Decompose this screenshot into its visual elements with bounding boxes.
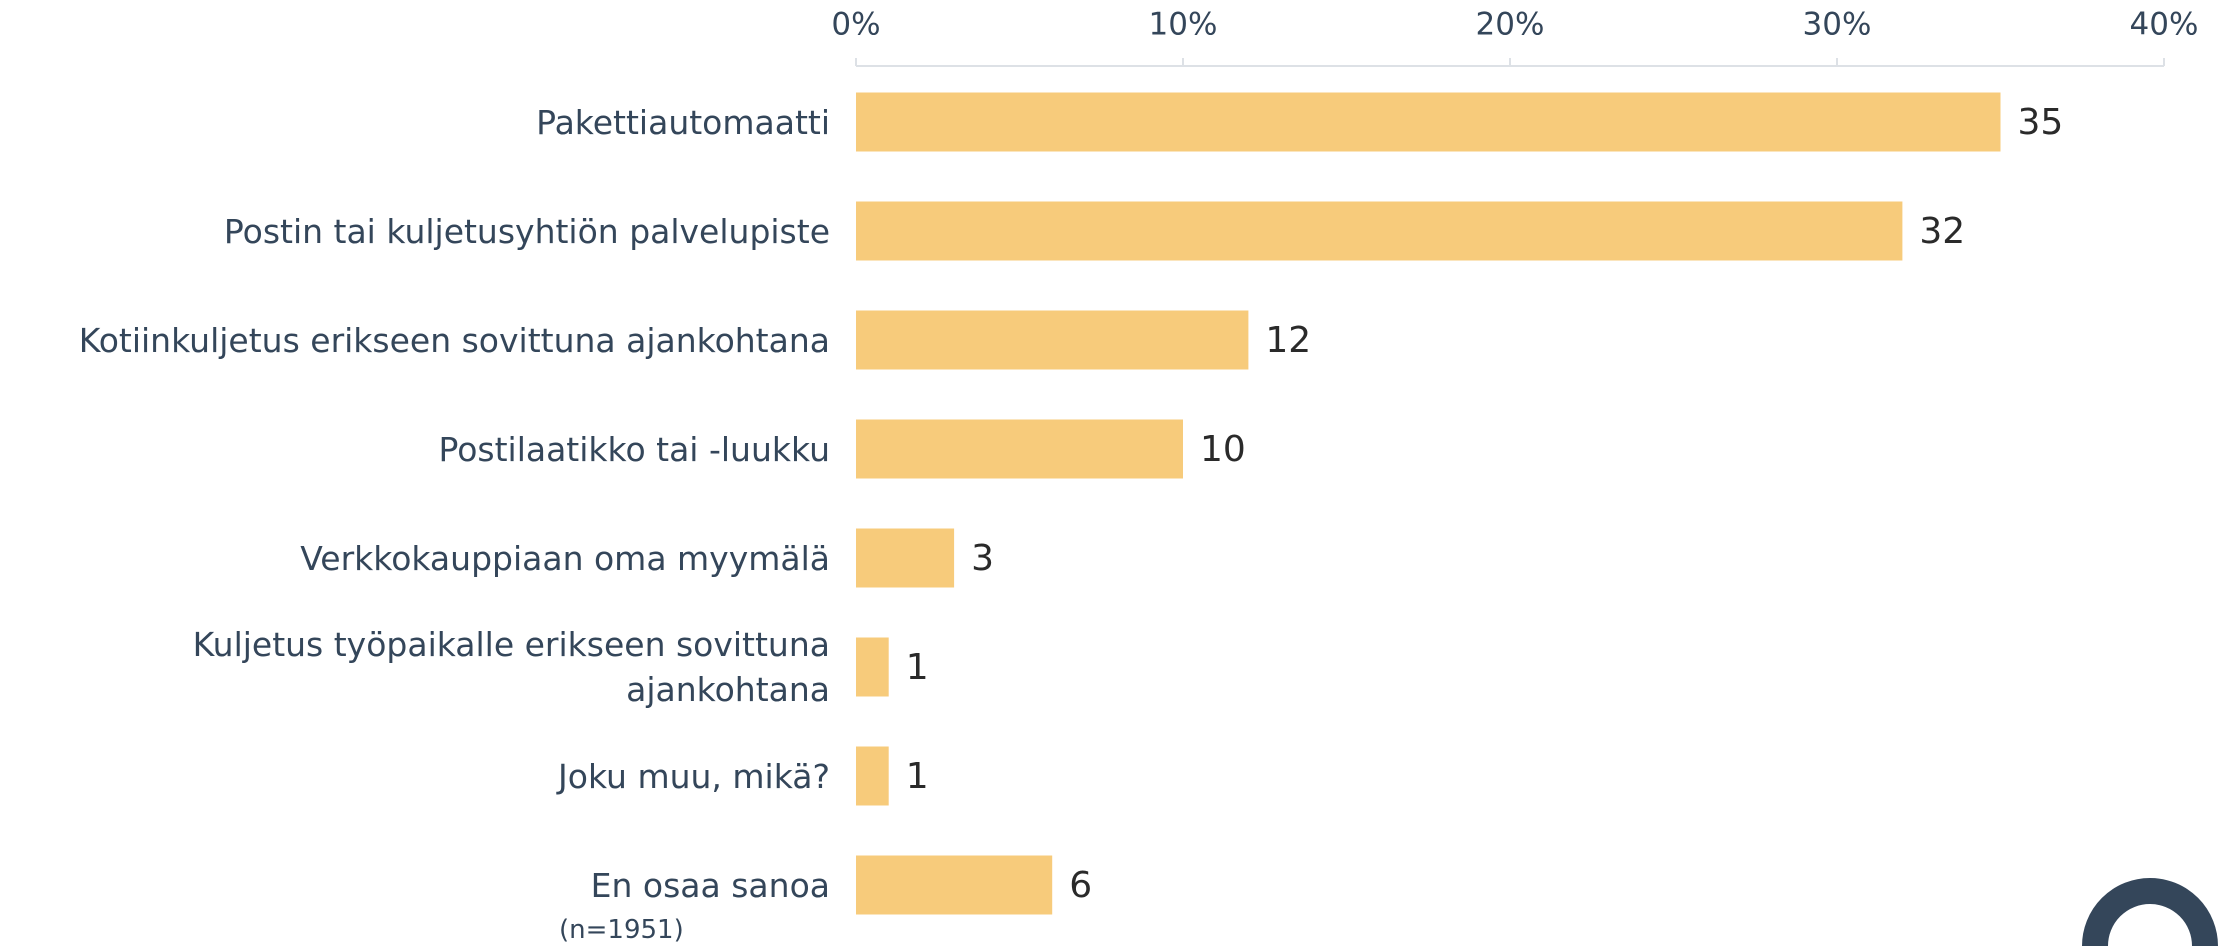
x-tick-label: 30% (1803, 7, 1872, 43)
bar (856, 201, 1903, 261)
value-label: 35 (2018, 102, 2064, 143)
value-label: 1 (906, 647, 929, 688)
category-label: Verkkokauppiaan oma myymälä (300, 538, 830, 578)
bar (856, 92, 2001, 152)
x-tick-label: 40% (2130, 7, 2199, 43)
category-label: Joku muu, mikä? (558, 756, 830, 796)
x-tick-label: 10% (1149, 7, 1218, 43)
sample-note: (n=1951) (559, 915, 684, 945)
value-label: 32 (1919, 211, 1965, 252)
category-label: Pakettiautomaatti (536, 102, 830, 142)
category-label: En osaa sanoa (590, 865, 830, 905)
bar (856, 419, 1183, 479)
x-tick-label: 20% (1476, 7, 1545, 43)
value-label: 10 (1200, 429, 1246, 470)
bar (856, 637, 889, 697)
category-label: Postilaatikko tai -luukku (438, 429, 830, 469)
value-label: 6 (1069, 865, 1092, 906)
category-label: Postin tai kuljetusyhtiön palvelupiste (223, 211, 830, 251)
value-label: 3 (971, 538, 994, 579)
value-label: 12 (1265, 320, 1311, 361)
x-tick-label: 0% (831, 7, 880, 43)
bar (856, 746, 889, 806)
category-label: Kuljetus työpaikalle erikseen sovittuna … (192, 625, 830, 709)
bar (856, 855, 1053, 915)
category-label: Kotiinkuljetus erikseen sovittuna ajanko… (78, 320, 830, 360)
bar (856, 310, 1249, 370)
value-label: 1 (906, 756, 929, 797)
logo (2082, 878, 2218, 946)
bar (856, 528, 955, 588)
